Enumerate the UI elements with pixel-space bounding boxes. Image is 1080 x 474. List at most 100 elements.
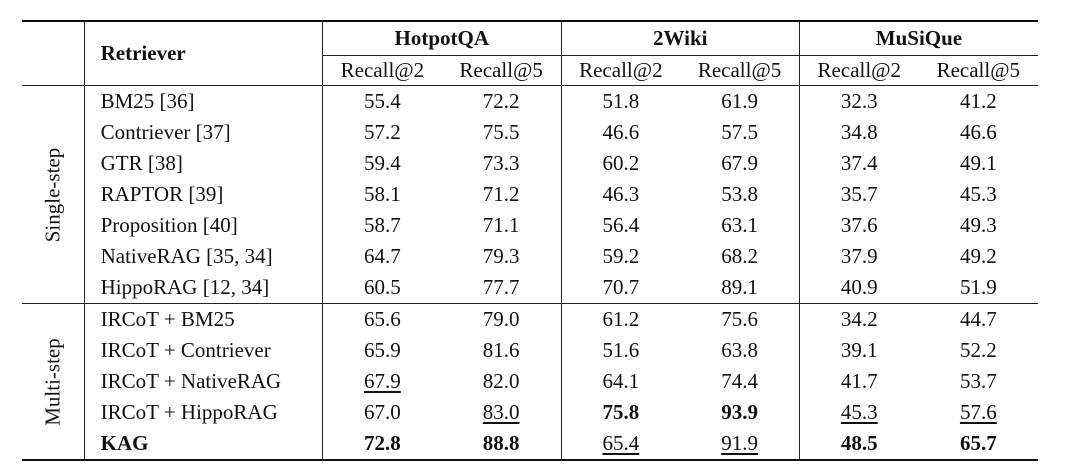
metric-value: 79.0 [482,307,520,331]
retriever-name: IRCoT + Contriever [83,335,323,366]
header-metric: Recall@5 [680,55,800,86]
metric-cell: 44.7 [919,304,1038,336]
metric-cell: 65.4 [560,428,681,461]
metric-cell: 37.6 [798,210,919,241]
header-dataset-hotpotqa: HotpotQA [322,20,561,56]
metric-cell: 58.1 [322,179,442,210]
metric-cell: 81.6 [442,335,561,366]
metric-cell: 83.0 [442,397,561,428]
metric-value: 64.1 [602,369,640,393]
metric-cell: 59.4 [322,148,442,179]
metric-cell: 67.9 [322,366,442,397]
header-metric: Recall@2 [560,55,681,86]
header-metric: Recall@5 [918,55,1038,86]
metric-value: 65.9 [364,338,401,362]
metric-value: 41.7 [840,369,878,393]
metric-cell: 59.2 [560,241,681,272]
metric-cell: 70.7 [560,272,681,304]
metric-value: 52.2 [959,338,997,362]
metric-cell: 65.9 [322,335,442,366]
metric-value: 39.1 [840,338,878,362]
metric-value: 46.6 [959,120,997,144]
metric-value: 44.7 [959,307,997,331]
header-metric: Recall@5 [441,55,561,86]
metric-cell: 51.6 [560,335,681,366]
metric-cell: 46.6 [919,117,1038,148]
table-body: Single-step BM25 [36] 55.4 72.2 51.8 61.9 32.3… [22,85,1038,461]
table-row: Contriever [37] 57.2 75.5 46.6 57.5 34.8 46.6 [22,117,1038,148]
table-row: HippoRAG [12, 34] 60.5 77.7 70.7 89.1 40.9 51.… [22,272,1038,304]
metric-value: 51.9 [959,275,997,299]
metric-cell: 41.7 [798,366,919,397]
metric-value: 58.1 [364,182,401,206]
retriever-name: IRCoT + HippoRAG [83,397,323,428]
group-label: Single-step [40,147,65,242]
metric-cell: 73.3 [442,148,561,179]
metric-value: 46.3 [602,182,640,206]
metric-value: 32.3 [840,89,878,113]
metric-cell: 48.5 [798,428,919,461]
metric-cell: 67.9 [680,148,799,179]
metric-cell: 82.0 [442,366,561,397]
metric-cell: 72.2 [442,86,561,118]
metric-value: 72.2 [482,89,520,113]
metric-value: 81.6 [482,338,520,362]
metric-cell: 37.4 [798,148,919,179]
metric-value: 82.0 [482,369,520,393]
header-group-blank-2 [22,55,85,86]
retriever-name: Contriever [37] [83,117,323,148]
metric-cell: 61.9 [680,86,799,118]
metric-value: 65.6 [364,307,401,331]
metric-value: 88.8 [482,431,520,455]
metric-value: 45.3 [959,182,997,206]
metric-cell: 75.5 [442,117,561,148]
metric-value: 61.2 [602,307,640,331]
metric-value: 34.8 [840,120,878,144]
metric-cell: 52.2 [919,335,1038,366]
metric-value: 73.3 [482,151,520,175]
metric-value: 61.9 [721,89,758,113]
metric-value: 55.4 [364,89,401,113]
metric-value: 75.6 [721,307,758,331]
metric-value: 59.2 [602,244,640,268]
metric-value: 75.8 [602,400,640,424]
metric-value: 56.4 [602,213,640,237]
metric-value: 41.2 [959,89,997,113]
metric-cell: 91.9 [680,428,800,461]
metric-cell: 49.1 [919,148,1038,179]
metric-cell: 63.1 [680,210,799,241]
metric-cell: 41.2 [919,86,1038,118]
header-metric: Recall@2 [798,55,919,86]
header-dataset-musique: MuSiQue [798,20,1038,56]
metric-value: 37.6 [840,213,878,237]
metric-value: 46.6 [602,120,640,144]
metric-cell: 53.8 [680,179,799,210]
metric-value: 57.6 [959,400,997,424]
metric-cell: 77.7 [441,272,561,304]
table-row: KAG 72.8 88.8 65.4 91.9 48.5 65.7 [22,428,1038,461]
metric-cell: 45.3 [919,179,1038,210]
metric-value: 53.7 [959,369,997,393]
metric-value: 93.9 [721,400,758,424]
metric-cell: 57.6 [919,397,1038,428]
metric-value: 63.8 [721,338,758,362]
metric-cell: 53.7 [919,366,1038,397]
metric-value: 63.1 [721,213,758,237]
metric-cell: 34.2 [798,303,919,335]
metric-value: 51.8 [602,89,640,113]
metric-value: 71.2 [482,182,520,206]
table-row: RAPTOR [39] 58.1 71.2 46.3 53.8 35.7 45.3 [22,179,1038,210]
metric-cell: 57.5 [680,117,799,148]
metric-cell: 32.3 [798,85,919,117]
table-row: IRCoT + Contriever 65.9 81.6 51.6 63.8 39.1 52… [22,335,1038,366]
metric-cell: 68.2 [680,241,799,272]
table-row: Proposition [40] 58.7 71.1 56.4 63.1 37.6 49.3 [22,210,1038,241]
metric-value: 49.2 [959,244,997,268]
header-dataset-2wiki: 2Wiki [560,20,800,56]
metric-value: 34.2 [840,307,878,331]
metric-value: 57.5 [721,120,758,144]
metric-value: 58.7 [364,213,401,237]
metric-value: 40.9 [840,275,878,299]
metric-value: 89.1 [721,275,758,299]
metric-cell: 58.7 [322,210,442,241]
